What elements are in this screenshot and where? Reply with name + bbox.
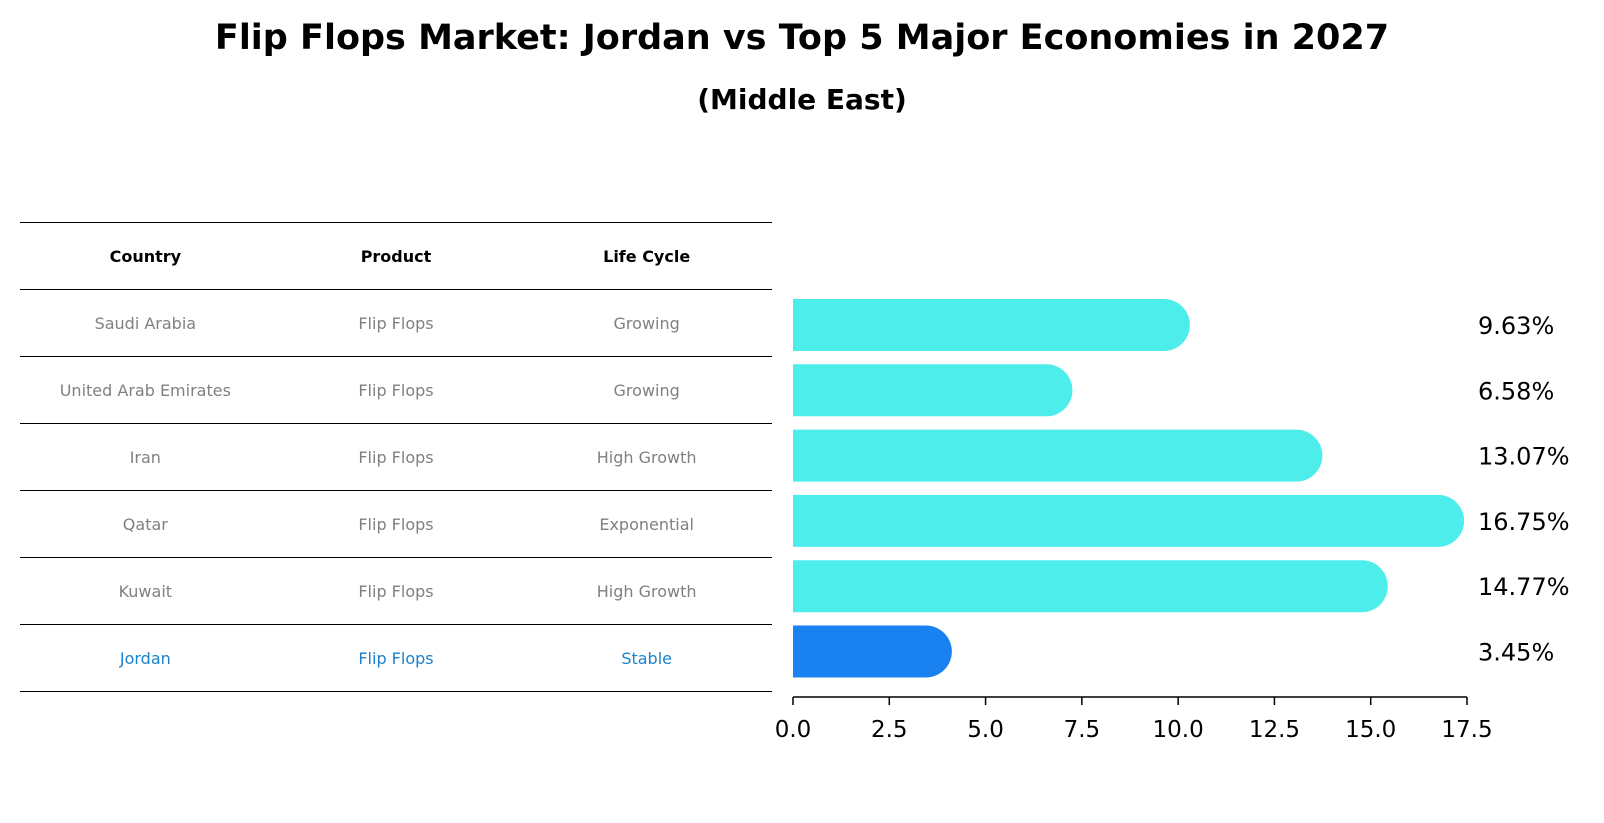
header-country: Country xyxy=(20,222,271,290)
cell-country: Saudi Arabia xyxy=(20,289,271,357)
x-tick-label: 15.0 xyxy=(1345,717,1396,743)
bar xyxy=(793,494,1465,547)
header-life-cycle: Life Cycle xyxy=(521,222,772,290)
table-row: United Arab Emirates Flip Flops Growing xyxy=(20,356,772,424)
value-label: 13.07% xyxy=(1478,443,1570,471)
chart-title: Flip Flops Market: Jordan vs Top 5 Major… xyxy=(214,18,1390,58)
cell-country: Jordan xyxy=(20,624,271,692)
cell-life-cycle: Growing xyxy=(521,356,772,424)
bar xyxy=(793,364,1073,417)
x-tick-label: 5.0 xyxy=(967,717,1004,743)
cell-country: Kuwait xyxy=(20,557,271,625)
table-row-highlight: Jordan Flip Flops Stable xyxy=(20,624,772,692)
header-product: Product xyxy=(270,222,522,290)
x-tick-label: 7.5 xyxy=(1064,717,1101,743)
cell-country: Qatar xyxy=(20,490,271,558)
table-row: Qatar Flip Flops Exponential xyxy=(20,490,772,558)
market-table: Country Product Life Cycle Saudi Arabia … xyxy=(20,222,772,692)
bar xyxy=(793,560,1388,613)
value-label: 14.77% xyxy=(1478,573,1570,601)
cell-product: Flip Flops xyxy=(270,490,522,558)
value-label: 9.63% xyxy=(1478,312,1554,340)
cell-product: Flip Flops xyxy=(270,356,522,424)
cell-life-cycle: Exponential xyxy=(521,490,772,558)
x-tick-label: 17.5 xyxy=(1441,717,1492,743)
table-row: Saudi Arabia Flip Flops Growing xyxy=(20,289,772,357)
bar xyxy=(793,299,1190,351)
chart-subtitle: (Middle East) xyxy=(697,83,907,116)
cell-country: United Arab Emirates xyxy=(20,356,271,424)
table-row: Iran Flip Flops High Growth xyxy=(20,423,772,491)
value-label: 16.75% xyxy=(1478,508,1570,536)
cell-life-cycle: Stable xyxy=(521,624,772,692)
cell-country: Iran xyxy=(20,423,271,491)
table-header-row: Country Product Life Cycle xyxy=(20,222,772,290)
x-tick-label: 0.0 xyxy=(775,717,812,743)
cell-product: Flip Flops xyxy=(270,624,522,692)
value-label: 6.58% xyxy=(1478,377,1554,405)
value-label: 3.45% xyxy=(1478,639,1554,667)
table-row: Kuwait Flip Flops High Growth xyxy=(20,557,772,625)
highlight-bar xyxy=(793,625,952,678)
cell-life-cycle: High Growth xyxy=(521,423,772,491)
x-tick-label: 12.5 xyxy=(1249,717,1300,743)
x-tick-label: 10.0 xyxy=(1153,717,1204,743)
bar xyxy=(793,429,1323,482)
cell-life-cycle: Growing xyxy=(521,289,772,357)
x-tick-label: 2.5 xyxy=(871,717,908,743)
cell-product: Flip Flops xyxy=(270,289,522,357)
cell-life-cycle: High Growth xyxy=(521,557,772,625)
